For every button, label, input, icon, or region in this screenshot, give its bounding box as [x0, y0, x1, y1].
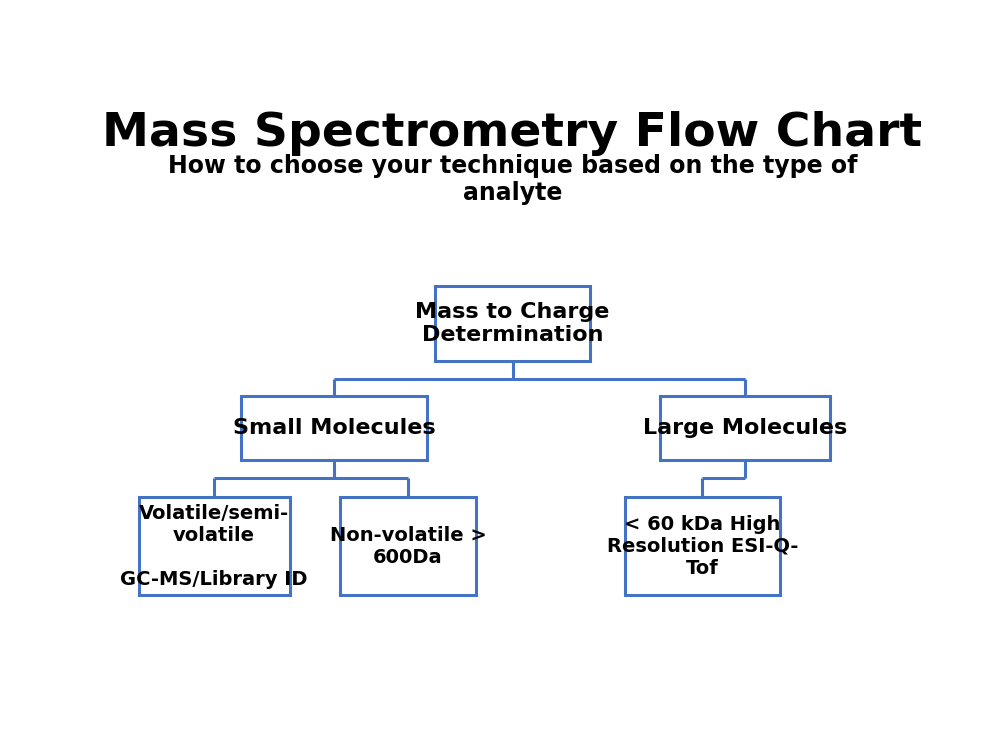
Text: Mass to Charge
Determination: Mass to Charge Determination — [415, 302, 610, 346]
Text: Small Molecules: Small Molecules — [233, 418, 436, 438]
FancyBboxPatch shape — [435, 286, 590, 362]
FancyBboxPatch shape — [625, 497, 780, 596]
Text: Non-volatile >
600Da: Non-volatile > 600Da — [330, 526, 486, 567]
Text: Mass Spectrometry Flow Chart: Mass Spectrometry Flow Chart — [102, 111, 923, 156]
FancyBboxPatch shape — [660, 396, 830, 460]
FancyBboxPatch shape — [340, 497, 476, 596]
Text: Large Molecules: Large Molecules — [643, 418, 847, 438]
FancyBboxPatch shape — [139, 497, 290, 596]
Text: < 60 kDa High
Resolution ESI-Q-
Tof: < 60 kDa High Resolution ESI-Q- Tof — [607, 514, 798, 578]
Text: Volatile/semi-
volatile

GC-MS/Library ID: Volatile/semi- volatile GC-MS/Library ID — [120, 504, 308, 589]
Text: How to choose your technique based on the type of
analyte: How to choose your technique based on th… — [168, 154, 857, 206]
FancyBboxPatch shape — [241, 396, 427, 460]
